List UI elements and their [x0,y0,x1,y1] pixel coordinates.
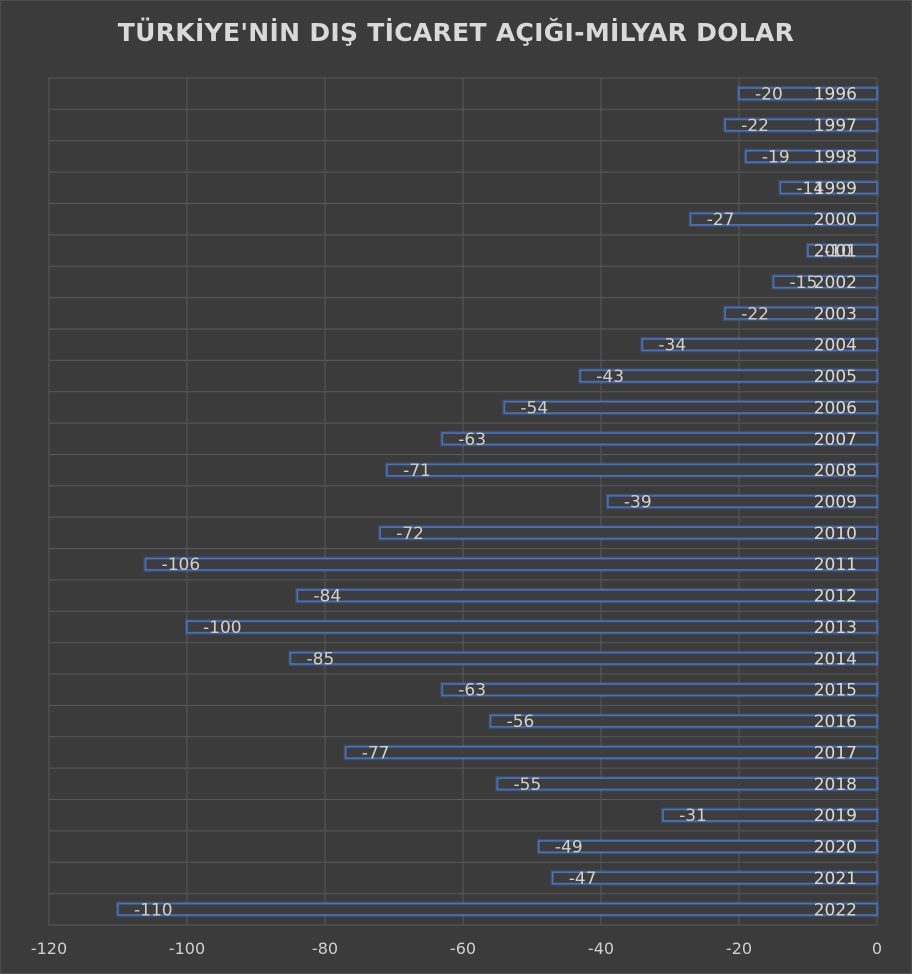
category-label: 2019 [814,806,857,826]
x-tick-label: -20 [726,939,752,958]
category-label: 2000 [814,210,857,230]
category-label: 2017 [814,743,857,763]
bar [738,87,878,101]
bar [745,149,878,163]
value-label: -56 [507,712,535,732]
category-label: 2005 [814,367,857,387]
bar [289,651,878,665]
x-tick-label: 0 [872,939,882,958]
x-tick-label: -120 [31,939,67,958]
value-label: -63 [458,681,486,701]
bar [724,306,878,320]
value-label: -10 [824,242,852,262]
category-label: 2012 [814,587,857,607]
bar [296,589,878,603]
value-label: -14 [796,179,824,199]
category-label: 2002 [814,273,857,293]
value-label: -47 [569,869,597,889]
value-label: -106 [162,555,201,575]
bar [641,338,878,352]
category-label: 1999 [814,179,857,199]
category-label: 2006 [814,398,857,418]
category-label: 2021 [814,869,857,889]
bar [379,526,878,540]
category-label: 2008 [814,461,857,481]
value-label: -100 [203,618,242,638]
x-tick-label: -60 [450,939,476,958]
category-label: 1998 [814,147,857,167]
category-label: 2010 [814,524,857,544]
bar [538,840,878,854]
bars [116,86,880,917]
value-label: -54 [520,398,548,418]
value-label: -77 [362,743,390,763]
bar [496,777,878,791]
bar [117,902,878,916]
value-label: -20 [755,85,783,105]
category-label: 2013 [814,618,857,638]
bar [662,808,878,822]
value-label: -63 [458,430,486,450]
value-label: -110 [134,900,173,920]
category-label: 1997 [814,116,857,136]
bar [579,369,878,383]
category-label: 1996 [814,85,857,105]
bar [772,275,878,289]
value-label: -39 [624,493,652,513]
value-label: -34 [658,336,686,356]
value-label: -84 [313,587,341,607]
value-label: -43 [596,367,624,387]
x-tick-label: -40 [588,939,614,958]
value-label: -19 [762,147,790,167]
bar [807,244,878,257]
bar [344,746,878,759]
value-label: -72 [396,524,424,544]
value-label: -27 [707,210,735,230]
bar [489,714,878,728]
category-label: 2003 [814,304,857,324]
category-label: 2018 [814,775,857,795]
value-label: -31 [679,806,707,826]
value-label: -22 [741,304,769,324]
bar [551,871,878,885]
category-label: 2007 [814,430,857,450]
bar [779,181,878,195]
chart-title: TÜRKİYE'NİN DIŞ TİCARET AÇIĞI-MİLYAR DOL… [117,18,795,47]
bar [441,683,878,697]
bar [441,432,878,446]
category-label: 2015 [814,681,857,701]
value-label: -71 [403,461,431,481]
x-tick-label: -100 [169,939,205,958]
bar [607,495,878,508]
category-label: 2014 [814,649,857,669]
value-label: -55 [514,775,542,795]
category-label: 2016 [814,712,857,732]
bar [144,557,878,571]
bar [386,463,878,477]
bar [724,118,878,132]
value-label: -15 [790,273,818,293]
category-label: 2004 [814,336,857,356]
category-label: 2011 [814,555,857,575]
value-label: -22 [741,116,769,136]
value-label: -49 [555,838,583,858]
bar [503,400,878,414]
category-label: 2022 [814,900,857,920]
value-label: -85 [307,649,335,669]
category-label: 2009 [814,493,857,513]
x-tick-label: -80 [312,939,338,958]
category-label: 2001 [814,242,857,262]
x-axis-ticks: -120 -100 -80 -60 -40 -20 0 [31,939,882,958]
bar [689,212,878,226]
bar [186,620,878,634]
category-label: 2020 [814,838,857,858]
